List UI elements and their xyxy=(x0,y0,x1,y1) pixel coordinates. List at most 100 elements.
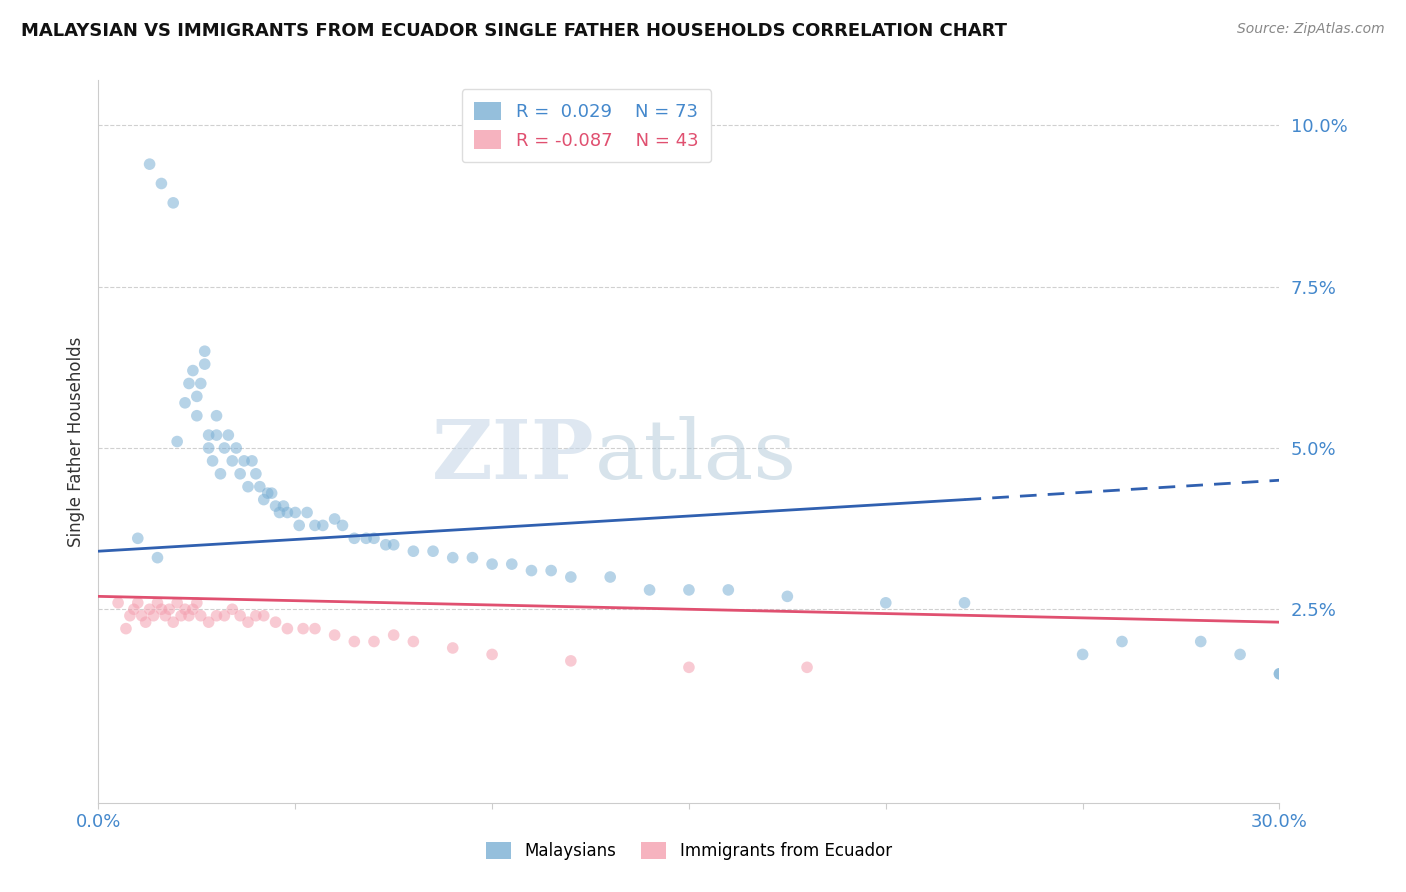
Point xyxy=(323,628,346,642)
Point xyxy=(260,486,283,500)
Point xyxy=(560,654,582,668)
Point xyxy=(194,357,217,371)
Point xyxy=(245,608,267,623)
Point xyxy=(304,622,326,636)
Point xyxy=(304,518,326,533)
Point xyxy=(253,492,276,507)
Point xyxy=(162,615,184,630)
Point xyxy=(236,615,259,630)
Point xyxy=(343,531,366,545)
Point xyxy=(1347,680,1369,694)
Point xyxy=(1268,666,1291,681)
Point xyxy=(229,608,252,623)
Point xyxy=(107,596,129,610)
Point xyxy=(1189,634,1212,648)
Point xyxy=(205,608,228,623)
Point xyxy=(217,428,239,442)
Text: Source: ZipAtlas.com: Source: ZipAtlas.com xyxy=(1237,22,1385,37)
Point xyxy=(225,441,247,455)
Point xyxy=(146,596,169,610)
Point xyxy=(678,582,700,597)
Point xyxy=(142,608,165,623)
Point xyxy=(599,570,621,584)
Point xyxy=(127,531,149,545)
Point xyxy=(382,628,405,642)
Point xyxy=(284,506,307,520)
Point xyxy=(441,550,464,565)
Point xyxy=(1268,666,1291,681)
Y-axis label: Single Father Households: Single Father Households xyxy=(66,336,84,547)
Point xyxy=(170,608,193,623)
Point xyxy=(122,602,145,616)
Point xyxy=(186,596,208,610)
Point xyxy=(312,518,335,533)
Point xyxy=(181,363,204,377)
Point xyxy=(288,518,311,533)
Text: atlas: atlas xyxy=(595,416,797,496)
Point xyxy=(638,582,661,597)
Point xyxy=(135,615,157,630)
Point xyxy=(236,480,259,494)
Point xyxy=(177,376,200,391)
Point xyxy=(245,467,267,481)
Point xyxy=(166,434,188,449)
Point xyxy=(174,602,197,616)
Point xyxy=(264,499,287,513)
Point xyxy=(332,518,354,533)
Point xyxy=(363,531,385,545)
Point xyxy=(269,506,291,520)
Point xyxy=(363,634,385,648)
Point xyxy=(276,622,298,636)
Point xyxy=(1111,634,1133,648)
Point xyxy=(253,608,276,623)
Point xyxy=(186,409,208,423)
Point xyxy=(323,512,346,526)
Point xyxy=(953,596,976,610)
Point xyxy=(138,157,160,171)
Point xyxy=(481,557,503,571)
Point xyxy=(214,441,236,455)
Point xyxy=(295,506,318,520)
Point xyxy=(240,454,263,468)
Point xyxy=(264,615,287,630)
Point xyxy=(292,622,315,636)
Point xyxy=(162,195,184,210)
Point xyxy=(150,602,173,616)
Point xyxy=(205,409,228,423)
Point xyxy=(197,441,219,455)
Point xyxy=(343,634,366,648)
Point xyxy=(354,531,377,545)
Point xyxy=(776,590,799,604)
Point xyxy=(520,564,543,578)
Point xyxy=(209,467,232,481)
Point xyxy=(233,454,256,468)
Point xyxy=(221,602,243,616)
Point xyxy=(796,660,818,674)
Point xyxy=(441,640,464,655)
Point xyxy=(201,454,224,468)
Point xyxy=(205,428,228,442)
Point xyxy=(422,544,444,558)
Point xyxy=(221,454,243,468)
Point xyxy=(501,557,523,571)
Point xyxy=(481,648,503,662)
Point xyxy=(190,376,212,391)
Point xyxy=(402,544,425,558)
Point xyxy=(276,506,298,520)
Point xyxy=(115,622,138,636)
Point xyxy=(560,570,582,584)
Point xyxy=(875,596,897,610)
Point xyxy=(461,550,484,565)
Point xyxy=(181,602,204,616)
Point xyxy=(197,615,219,630)
Point xyxy=(374,538,396,552)
Point xyxy=(131,608,153,623)
Point xyxy=(540,564,562,578)
Point xyxy=(157,602,180,616)
Point xyxy=(174,396,197,410)
Point xyxy=(256,486,278,500)
Point xyxy=(146,550,169,565)
Point xyxy=(166,596,188,610)
Point xyxy=(197,428,219,442)
Point xyxy=(1071,648,1094,662)
